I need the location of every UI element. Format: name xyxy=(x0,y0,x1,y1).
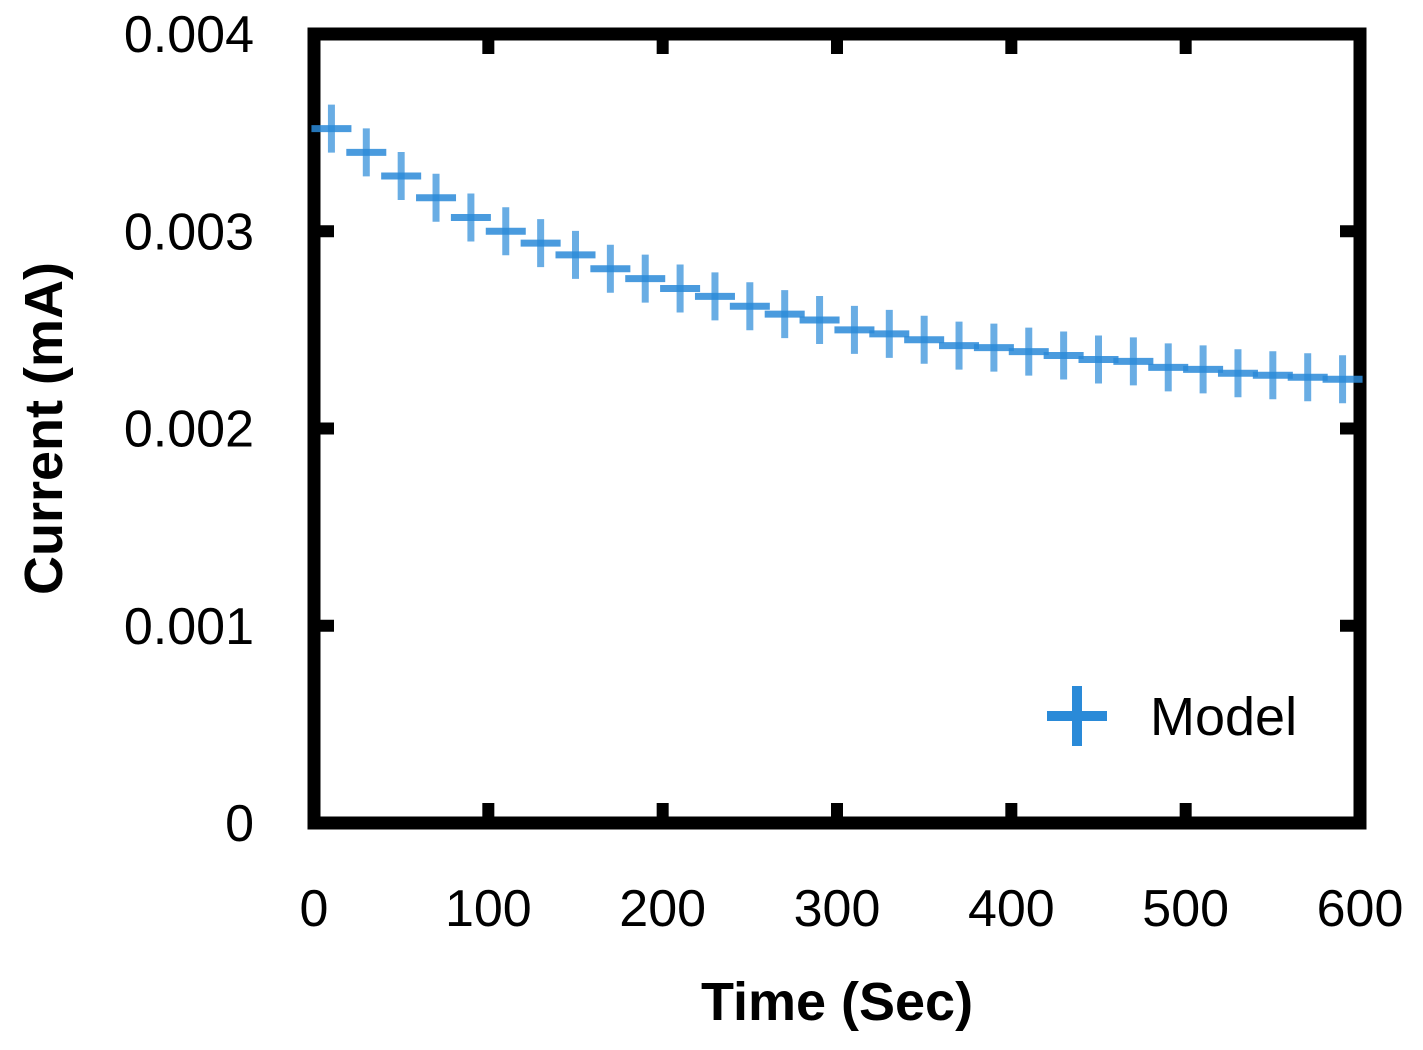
data-point xyxy=(1008,327,1049,376)
data-point xyxy=(311,104,352,153)
data-point xyxy=(450,193,491,242)
y-tick-label: 0.002 xyxy=(124,401,254,459)
data-point xyxy=(1322,355,1363,404)
data-points xyxy=(311,104,1363,404)
data-point xyxy=(1287,353,1328,402)
axis-ticks: 0 100 200 300 400 500 600 0 0.001 0.002 0.003 0.004 xyxy=(124,6,1404,938)
data-point xyxy=(729,282,770,331)
x-tick-label: 100 xyxy=(445,880,532,938)
data-point xyxy=(555,230,596,279)
data-point xyxy=(694,272,735,321)
x-tick-label: 200 xyxy=(619,880,706,938)
x-tick-label: 600 xyxy=(1317,880,1404,938)
data-point xyxy=(1078,335,1119,384)
data-point xyxy=(834,305,875,354)
data-point xyxy=(1217,349,1258,398)
data-point xyxy=(381,152,422,201)
x-tick-label: 0 xyxy=(300,880,329,938)
data-point xyxy=(485,207,526,256)
data-point xyxy=(520,219,561,268)
data-point xyxy=(869,309,910,358)
data-point xyxy=(1183,345,1224,394)
data-point xyxy=(660,264,701,313)
x-axis-title: Time (Sec) xyxy=(701,972,973,1032)
x-tick-label: 500 xyxy=(1142,880,1229,938)
y-tick-label: 0 xyxy=(225,795,254,853)
data-point xyxy=(1043,331,1084,380)
data-point xyxy=(625,254,666,303)
data-point xyxy=(1113,337,1154,386)
x-tick-label: 400 xyxy=(968,880,1055,938)
data-point xyxy=(939,321,980,370)
data-point xyxy=(1252,351,1293,400)
data-point xyxy=(799,296,840,345)
x-tick-label: 300 xyxy=(794,880,881,938)
data-point xyxy=(1148,343,1189,392)
data-point xyxy=(416,173,457,222)
legend-label: Model xyxy=(1150,687,1297,747)
y-tick-label: 0.003 xyxy=(124,203,254,261)
data-point xyxy=(590,244,631,293)
data-point xyxy=(904,315,945,364)
y-axis-title: Current (mA) xyxy=(14,262,74,595)
y-tick-label: 0.001 xyxy=(124,598,254,656)
data-point xyxy=(973,323,1014,372)
data-point xyxy=(764,290,805,339)
data-point xyxy=(346,128,387,177)
y-tick-label: 0.004 xyxy=(124,6,254,64)
legend: Model xyxy=(1047,686,1297,747)
